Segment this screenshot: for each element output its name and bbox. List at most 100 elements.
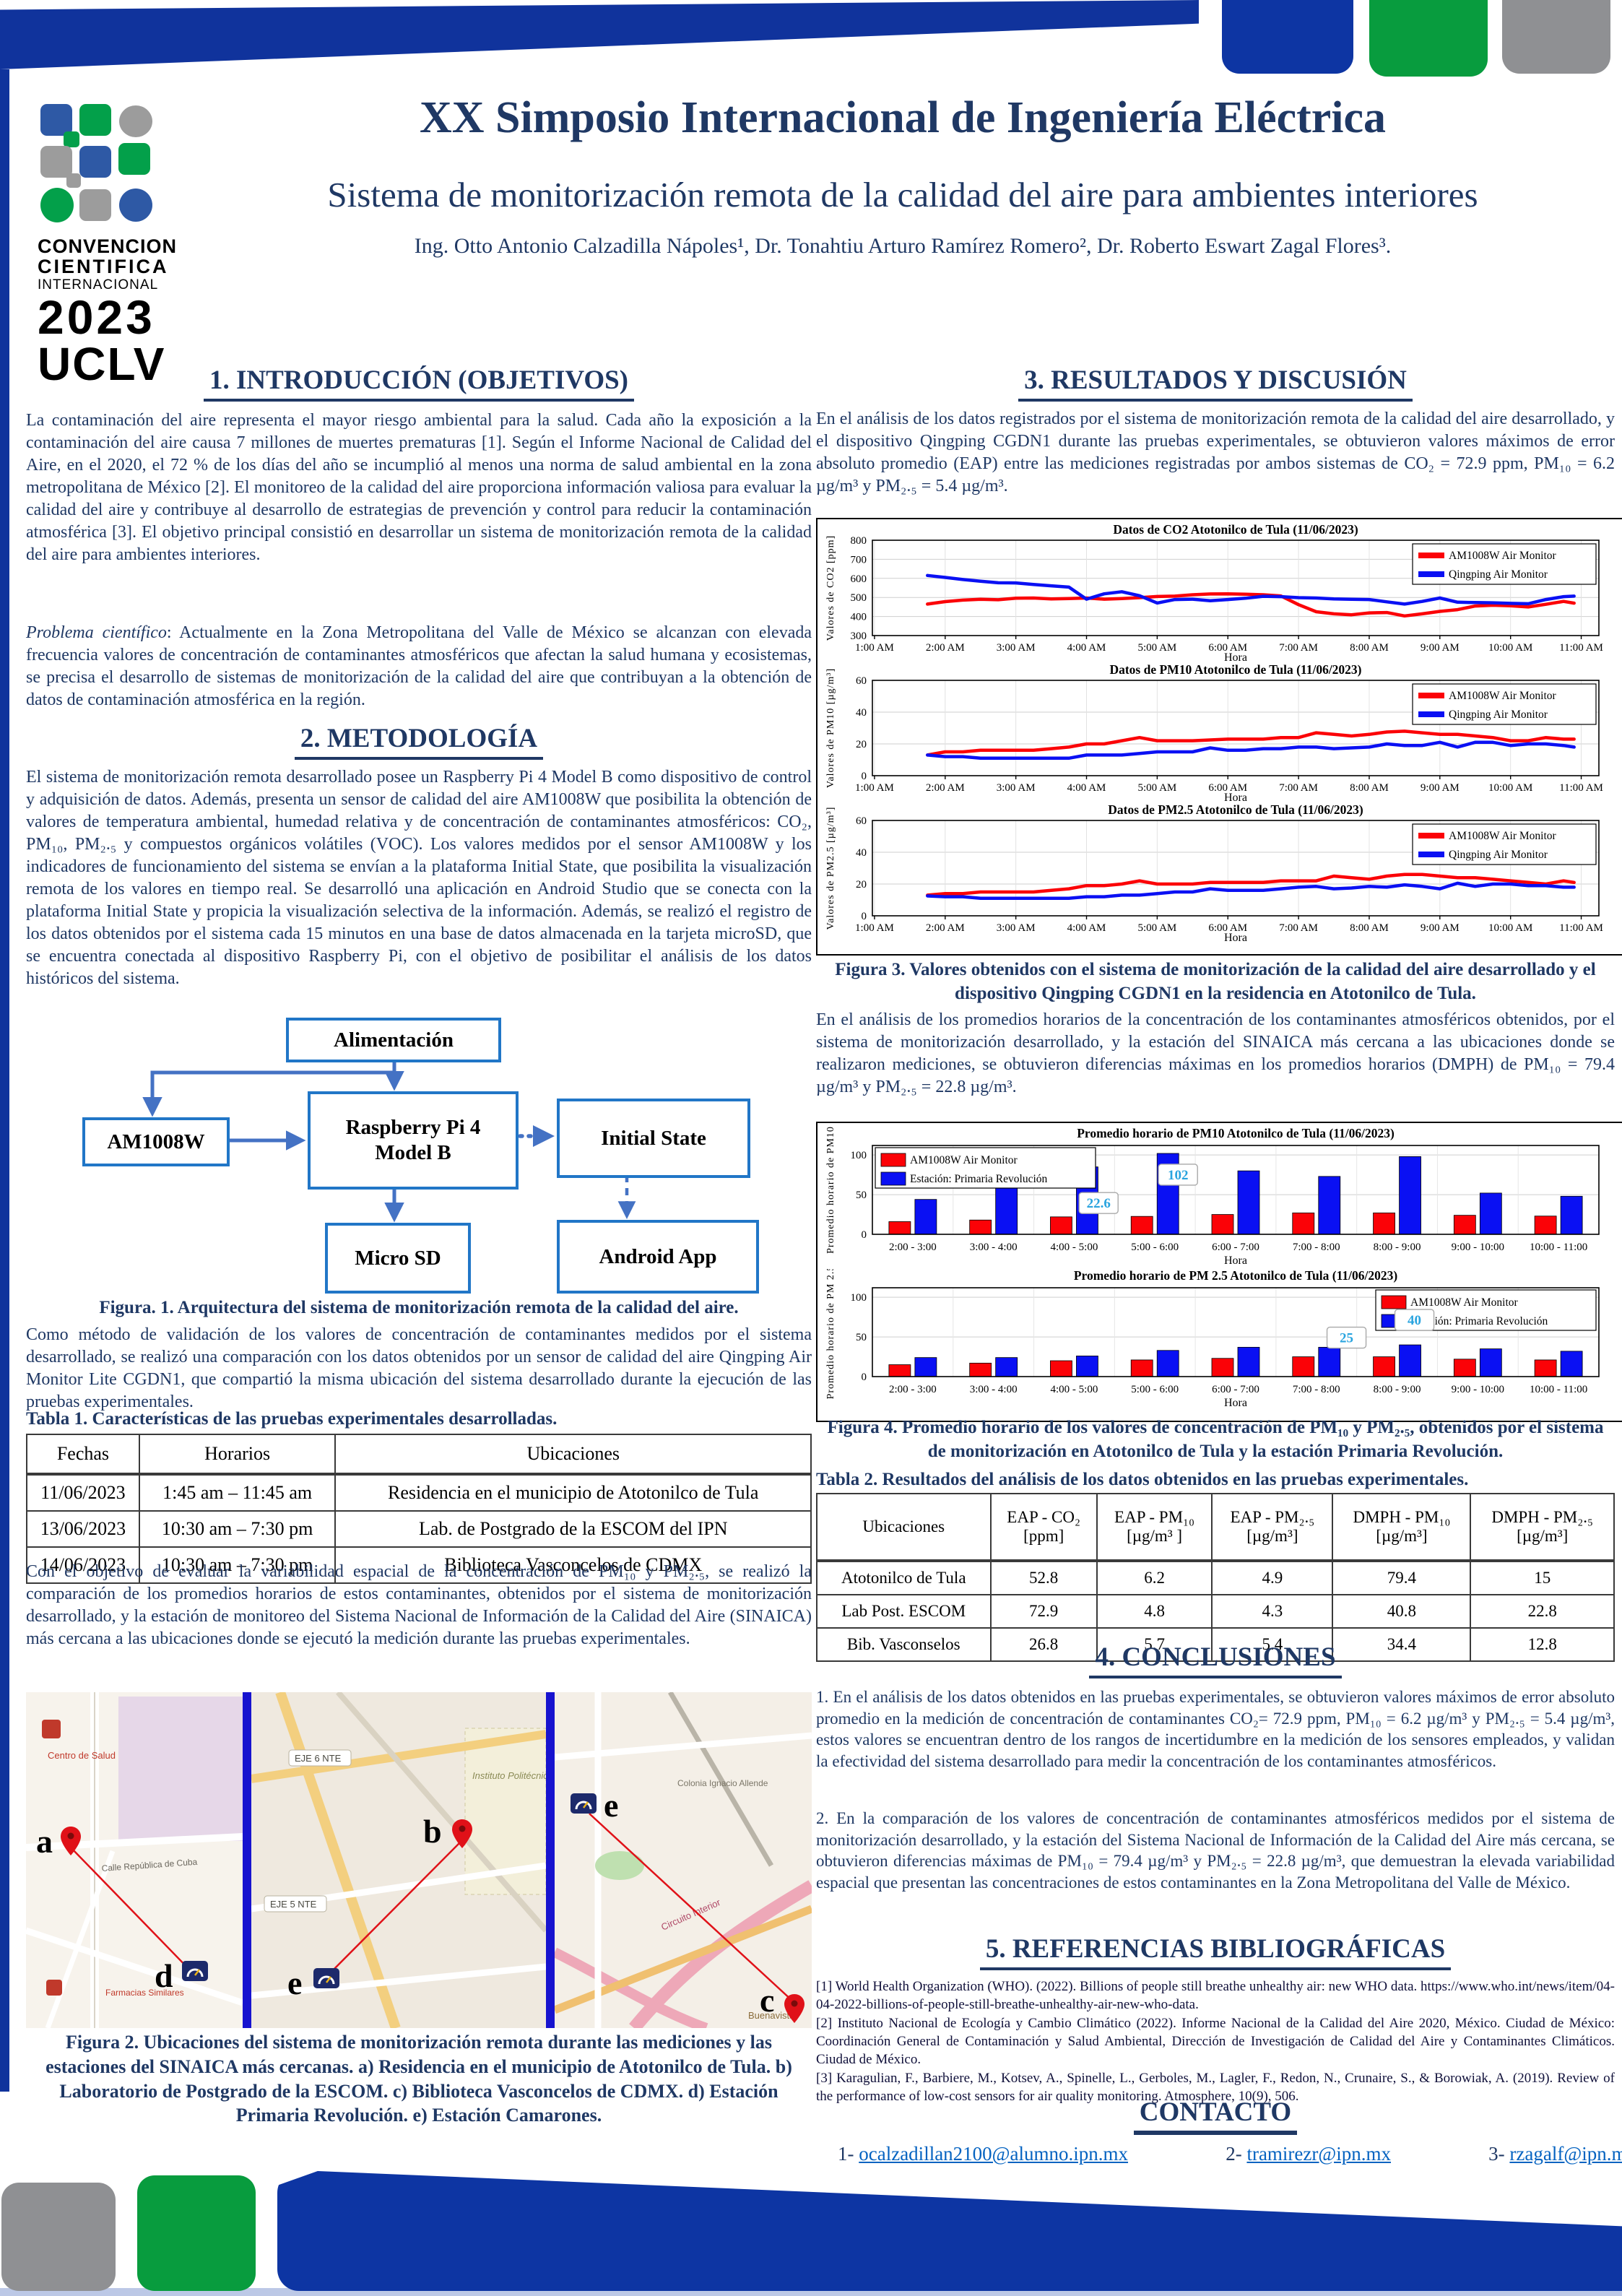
svg-text:Estación: Primaria Revolución: Estación: Primaria Revolución — [910, 1173, 1048, 1185]
map-station-e2-icon — [313, 1968, 339, 1988]
map-marker-letter-e3: e — [604, 1787, 618, 1824]
svg-text:500: 500 — [851, 592, 867, 604]
table-cell: 5.7 — [1096, 1627, 1213, 1662]
table-cell: 4.9 — [1211, 1560, 1334, 1595]
figure3-caption: Figura 3. Valores obtenidos con el siste… — [835, 960, 1596, 1003]
contact-label-3: 3- — [1488, 2143, 1505, 2165]
table-cell: 6.2 — [1096, 1560, 1213, 1595]
reference-1: [1] World Health Organization (WHO). (20… — [816, 1979, 1615, 2012]
svg-text:600: 600 — [851, 573, 867, 585]
top-green-chip-decoration — [1369, 0, 1488, 77]
svg-text:Promedio horario de PM10 Atoto: Promedio horario de PM10 Atotonilco de T… — [1077, 1127, 1395, 1140]
svg-text:0: 0 — [862, 911, 867, 922]
svg-text:9:00 AM: 9:00 AM — [1421, 922, 1460, 934]
logo-line2: CIENTIFICA — [38, 256, 169, 278]
diagram-box-initial-state: Initial State — [557, 1099, 750, 1178]
bottom-ribbon-decoration — [277, 2171, 1622, 2291]
svg-text:5:00 - 6:00: 5:00 - 6:00 — [1131, 1384, 1179, 1395]
table-cell: Lab Post. ESCOM — [816, 1594, 992, 1629]
svg-text:60: 60 — [856, 675, 867, 687]
logo-line3: INTERNACIONAL — [38, 277, 159, 293]
svg-text:Datos de PM2.5 Atotonilco de T: Datos de PM2.5 Atotonilco de Tula (11/06… — [1108, 803, 1363, 817]
table-cell: 4.8 — [1096, 1594, 1213, 1629]
svg-text:10:00 AM: 10:00 AM — [1488, 782, 1532, 794]
svg-text:Promedio horario de PM 2.5 Ato: Promedio horario de PM 2.5 Atotonilco de… — [1074, 1269, 1398, 1283]
svg-text:0: 0 — [862, 771, 867, 782]
map-b-e: EJE 6 NTE EJE 5 NTE Instituto Politécnic… — [251, 1690, 593, 2030]
bottom-gray-chip-decoration — [1, 2183, 116, 2291]
table-header-cell: DMPH - PM₂.₅ [µg/m³] — [1470, 1493, 1615, 1562]
svg-text:Qingping Air Monitor: Qingping Air Monitor — [1449, 849, 1548, 861]
bottom-green-chip-decoration — [137, 2175, 256, 2291]
svg-text:11:00 AM: 11:00 AM — [1559, 922, 1603, 934]
table-header-cell: Fechas — [26, 1434, 140, 1476]
table-cell: Residencia en el municipio de Atotonilco… — [334, 1473, 812, 1512]
logo-mosaic-icon — [40, 104, 152, 222]
table-cell: 22.8 — [1470, 1594, 1615, 1629]
figure2-caption: Figura 2. Ubicaciones del sistema de mon… — [45, 2032, 792, 2126]
references-list: [1] World Health Organization (WHO). (20… — [816, 1978, 1615, 2107]
svg-text:800: 800 — [851, 535, 867, 547]
conclusions-paragraph-2: 2. En la comparación de los valores de c… — [816, 1809, 1615, 1892]
map-label-farmacias: Farmacias Similares — [105, 1988, 184, 1998]
table-header-cell: DMPH - PM₁₀ [µg/m³] — [1332, 1493, 1472, 1562]
svg-text:Hora: Hora — [1224, 1397, 1247, 1409]
contact-email-3[interactable]: rzagalf@ipn.mx — [1509, 2143, 1622, 2165]
svg-text:700: 700 — [851, 554, 867, 566]
svg-text:3:00 AM: 3:00 AM — [997, 922, 1036, 934]
table-header-cell: EAP - PM₂.₅ [µg/m³] — [1211, 1493, 1334, 1562]
contact-email-2[interactable]: tramirezr@ipn.mx — [1246, 2143, 1391, 2165]
map-label-centro-salud: Centro de Salud — [48, 1750, 116, 1761]
diagram-box-android-app: Android App — [557, 1220, 759, 1294]
svg-text:7:00 AM: 7:00 AM — [1279, 782, 1318, 794]
figure4-caption: Figura 4. Promedio horario de los valore… — [827, 1418, 1604, 1461]
contact-item-1: 1- ocalzadillan2100@alumno.ipn.mx — [838, 2143, 1128, 2165]
table-cell: 72.9 — [989, 1594, 1098, 1629]
svg-text:9:00 AM: 9:00 AM — [1421, 782, 1460, 794]
svg-text:Qingping Air Monitor: Qingping Air Monitor — [1449, 709, 1548, 721]
svg-text:AM1008W Air Monitor: AM1008W Air Monitor — [910, 1154, 1018, 1166]
symposium-title: XX Simposio Internacional de Ingeniería … — [419, 93, 1387, 142]
svg-text:8:00 - 9:00: 8:00 - 9:00 — [1374, 1384, 1421, 1395]
contact-email-1[interactable]: ocalzadillan2100@alumno.ipn.mx — [859, 2143, 1129, 2165]
table2-results: Ubicaciones EAP - CO₂ [ppm] EAP - PM₁₀ [µg… — [816, 1493, 1615, 1662]
svg-text:300: 300 — [851, 631, 867, 642]
chart-pm10-hourly-bar: Promedio horario de PM10 Atotonilco de T… — [822, 1126, 1609, 1269]
svg-text:7:00 - 8:00: 7:00 - 8:00 — [1293, 1242, 1340, 1253]
table-row: Atotonilco de Tula 52.8 6.2 4.9 79.4 15 — [816, 1560, 1615, 1595]
svg-text:6:00 - 7:00: 6:00 - 7:00 — [1212, 1384, 1259, 1395]
contact-label-1: 1- — [838, 2143, 854, 2165]
map-a-d: Centro de Salud Calle República de Cuba … — [25, 1692, 244, 2029]
map-marker-letter-c: c — [760, 1982, 774, 2019]
chart-co2-line: Datos de CO2 Atotonilco de Tula (11/06/2… — [822, 522, 1609, 664]
svg-text:0: 0 — [862, 1372, 867, 1383]
table-cell: 34.4 — [1332, 1627, 1472, 1662]
svg-text:8:00 - 9:00: 8:00 - 9:00 — [1374, 1242, 1421, 1253]
svg-text:1:00 AM: 1:00 AM — [855, 782, 894, 794]
svg-text:3:00 - 4:00: 3:00 - 4:00 — [970, 1242, 1018, 1253]
svg-text:8:00 AM: 8:00 AM — [1350, 922, 1389, 934]
svg-text:6:00 - 7:00: 6:00 - 7:00 — [1212, 1242, 1259, 1253]
results-paragraph-1: En el análisis de los datos registrados … — [816, 410, 1615, 495]
table-cell: 1:45 am – 11:45 am — [138, 1473, 337, 1512]
svg-text:4:00 AM: 4:00 AM — [1067, 782, 1106, 794]
map-label-ipn: Instituto Politécnico Nacional — [472, 1770, 546, 1781]
svg-text:10:00 AM: 10:00 AM — [1488, 922, 1532, 934]
svg-text:Hora: Hora — [1224, 651, 1247, 663]
map-station-e3-icon — [571, 1793, 597, 1814]
svg-text:5:00 AM: 5:00 AM — [1137, 782, 1176, 794]
svg-text:2:00 AM: 2:00 AM — [926, 642, 965, 654]
contact-item-3: 3- rzagalf@ipn.mx — [1488, 2143, 1622, 2165]
map-label-eje6: EJE 6 NTE — [295, 1753, 342, 1764]
svg-text:Valores de PM10 [µg/m³]: Valores de PM10 [µg/m³] — [825, 668, 836, 788]
logo-year: 2023 — [38, 290, 155, 345]
svg-text:400: 400 — [851, 612, 867, 623]
svg-text:20: 20 — [856, 879, 867, 891]
reference-3: [3] Karagulian, F., Barbiere, M., Kotsev… — [816, 2071, 1615, 2105]
table1-title: Tabla 1. Características de las pruebas … — [26, 1409, 558, 1429]
table2-title: Tabla 2. Resultados del análisis de los … — [816, 1470, 1469, 1489]
svg-text:7:00 - 8:00: 7:00 - 8:00 — [1293, 1384, 1340, 1395]
conference-logo: CONVENCION CIENTIFICA INTERNACIONAL 2023… — [38, 103, 208, 387]
svg-text:50: 50 — [856, 1332, 867, 1343]
